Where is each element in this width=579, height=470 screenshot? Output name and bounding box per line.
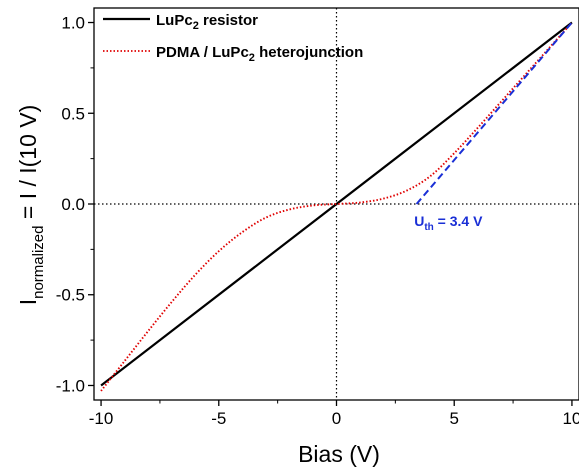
threshold-annotation-post: = 3.4 V — [434, 213, 483, 229]
x-tick-label: -10 — [89, 409, 114, 428]
y-tick-label: 0.0 — [61, 195, 85, 214]
y-axis-title: Inormalized = I / I(10 V) — [15, 105, 47, 306]
y-tick-label: -0.5 — [56, 286, 85, 305]
legend-label-heterojunction: PDMA / LuPc2 heterojunction — [156, 44, 363, 64]
series-line-resistor — [100, 21, 573, 387]
x-tick-label: 10 — [562, 409, 579, 428]
plot-area: -10 -5 0 5 10 -1.0 -0.5 0.0 0.5 1.0 — [56, 7, 579, 428]
threshold-annotation-pre: U — [414, 213, 424, 229]
x-tick-label: -5 — [211, 409, 226, 428]
threshold-annotation-sub: th — [424, 222, 433, 233]
x-axis-title: Bias (V) — [298, 441, 380, 467]
y-tick-label: 1.0 — [61, 14, 85, 33]
legend-label-resistor-post: resistor — [199, 12, 258, 29]
x-tick-label: 5 — [449, 409, 458, 428]
legend-label-heterojunction-sub: 2 — [249, 52, 255, 64]
y-tick-label: 0.5 — [61, 104, 85, 123]
threshold-annotation: Uth = 3.4 V — [414, 213, 483, 233]
legend-label-resistor-pre: LuPc — [156, 12, 193, 29]
y-axis-title-main: I — [15, 299, 41, 305]
legend: LuPc2 resistor PDMA / LuPc2 heterojuncti… — [103, 12, 363, 64]
x-tick-label: 0 — [332, 409, 341, 428]
legend-label-resistor: LuPc2 resistor — [156, 12, 258, 32]
legend-label-heterojunction-pre: PDMA / LuPc — [156, 44, 249, 61]
y-tick-label: -1.0 — [56, 376, 85, 395]
legend-label-heterojunction-post: heterojunction — [255, 44, 363, 61]
legend-label-resistor-sub: 2 — [193, 20, 199, 32]
threshold-line — [415, 21, 573, 205]
y-axis-title-sub: normalized — [30, 226, 47, 299]
y-axis-title-rest: = I / I(10 V) — [15, 105, 41, 226]
